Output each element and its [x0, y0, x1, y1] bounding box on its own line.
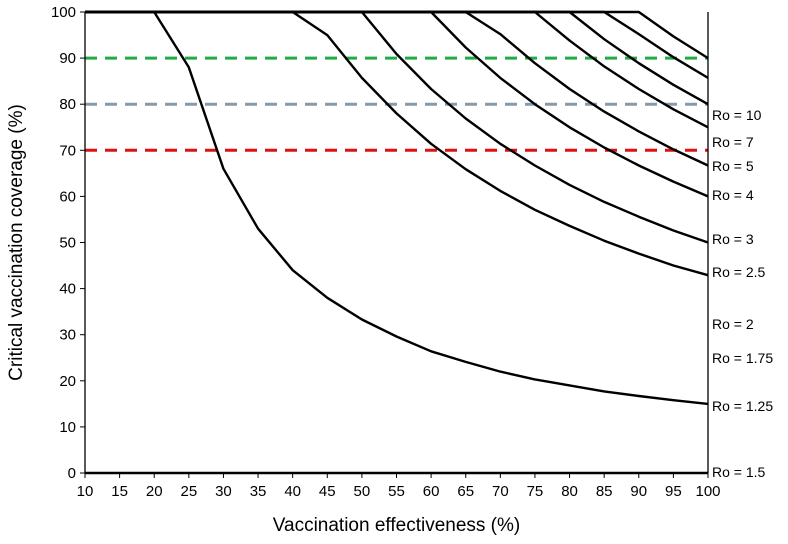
series-label-ro-10: Ro = 10	[712, 107, 762, 123]
y-tick-label: 0	[68, 465, 76, 482]
x-tick-label: 25	[180, 483, 197, 500]
series-label-ro-1.75: Ro = 1.75	[712, 350, 773, 366]
x-tick-label: 75	[527, 483, 544, 500]
x-tick-label: 35	[250, 483, 267, 500]
reference-lines	[85, 56, 708, 152]
x-tick-label: 10	[77, 483, 94, 500]
x-tick-label: 90	[630, 483, 647, 500]
series-line-ro-3	[85, 10, 709, 167]
series-lines	[85, 10, 709, 475]
series-line-ro-1.25	[85, 10, 709, 406]
y-tick-labels: 0 10 20 30 40 50 60 70 80 90 100	[51, 4, 85, 482]
x-axis-title: Vaccination effectiveness (%)	[273, 515, 520, 536]
y-tick-label: 70	[59, 142, 76, 159]
x-tick-label: 20	[146, 483, 163, 500]
x-tick-label: 45	[319, 483, 336, 500]
series-label-ro-3: Ro = 3	[712, 231, 754, 247]
x-tick-label: 85	[596, 483, 613, 500]
x-tick-label: 60	[423, 483, 440, 500]
x-tick-label: 50	[354, 483, 371, 500]
x-tick-label: 30	[215, 483, 232, 500]
series-label-ro-4: Ro = 4	[712, 187, 754, 203]
y-tick-label: 100	[51, 4, 76, 21]
y-axis-title: Critical vaccination coverage (%)	[6, 104, 27, 381]
x-tick-label: 95	[665, 483, 682, 500]
x-tick-label: 40	[284, 483, 301, 500]
series-line-ro-4	[85, 10, 709, 129]
y-tick-label: 50	[59, 235, 76, 252]
series-label-ro-1.25: Ro = 1.25	[712, 398, 773, 414]
series-label-ro-1.5: Ro = 1.5	[712, 464, 766, 480]
series-label-ro-2.5: Ro = 2.5	[712, 264, 766, 280]
y-tick-label: 40	[59, 281, 76, 298]
series-label-ro-7: Ro = 7	[712, 134, 754, 150]
axes	[84, 12, 709, 474]
x-tick-labels: 10 15 20 25 30 35 40 45 50 55 60 65 70 75 80 85 90 95 100	[77, 473, 721, 500]
series-label-ro-2: Ro = 2	[712, 316, 754, 332]
x-tick-label: 80	[561, 483, 578, 500]
x-tick-label: 70	[492, 483, 509, 500]
y-tick-label: 20	[59, 373, 76, 390]
y-tick-label: 10	[59, 419, 76, 436]
x-tick-label: 100	[695, 483, 720, 500]
x-tick-label: 65	[457, 483, 474, 500]
y-tick-label: 80	[59, 96, 76, 113]
y-tick-label: 30	[59, 327, 76, 344]
series-line-ro-10	[85, 10, 709, 60]
x-tick-label: 15	[111, 483, 128, 500]
y-tick-label: 90	[59, 50, 76, 67]
x-tick-label: 55	[388, 483, 405, 500]
series-label-ro-5: Ro = 5	[712, 158, 754, 174]
y-tick-label: 60	[59, 188, 76, 205]
series-labels: Ro = 1.25 Ro = 1.75 Ro = 2 Ro = 2.5 Ro = 3 Ro…	[712, 107, 773, 480]
